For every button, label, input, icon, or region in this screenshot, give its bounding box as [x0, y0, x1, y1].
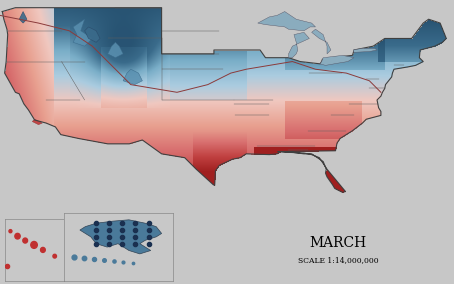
Polygon shape	[258, 12, 316, 31]
Polygon shape	[311, 29, 331, 54]
Polygon shape	[84, 27, 100, 42]
Polygon shape	[123, 69, 143, 85]
Polygon shape	[289, 32, 309, 58]
Polygon shape	[108, 42, 123, 58]
Polygon shape	[353, 49, 377, 52]
Circle shape	[15, 233, 20, 239]
Polygon shape	[80, 220, 162, 254]
Circle shape	[31, 241, 37, 248]
Circle shape	[23, 238, 28, 243]
Polygon shape	[320, 55, 354, 65]
Polygon shape	[32, 119, 42, 125]
Polygon shape	[73, 19, 92, 46]
Text: SCALE 1:14,000,000: SCALE 1:14,000,000	[298, 256, 379, 264]
Circle shape	[9, 229, 12, 233]
Polygon shape	[19, 12, 27, 23]
Text: MARCH: MARCH	[310, 236, 367, 250]
Circle shape	[53, 254, 56, 258]
Circle shape	[40, 247, 45, 252]
